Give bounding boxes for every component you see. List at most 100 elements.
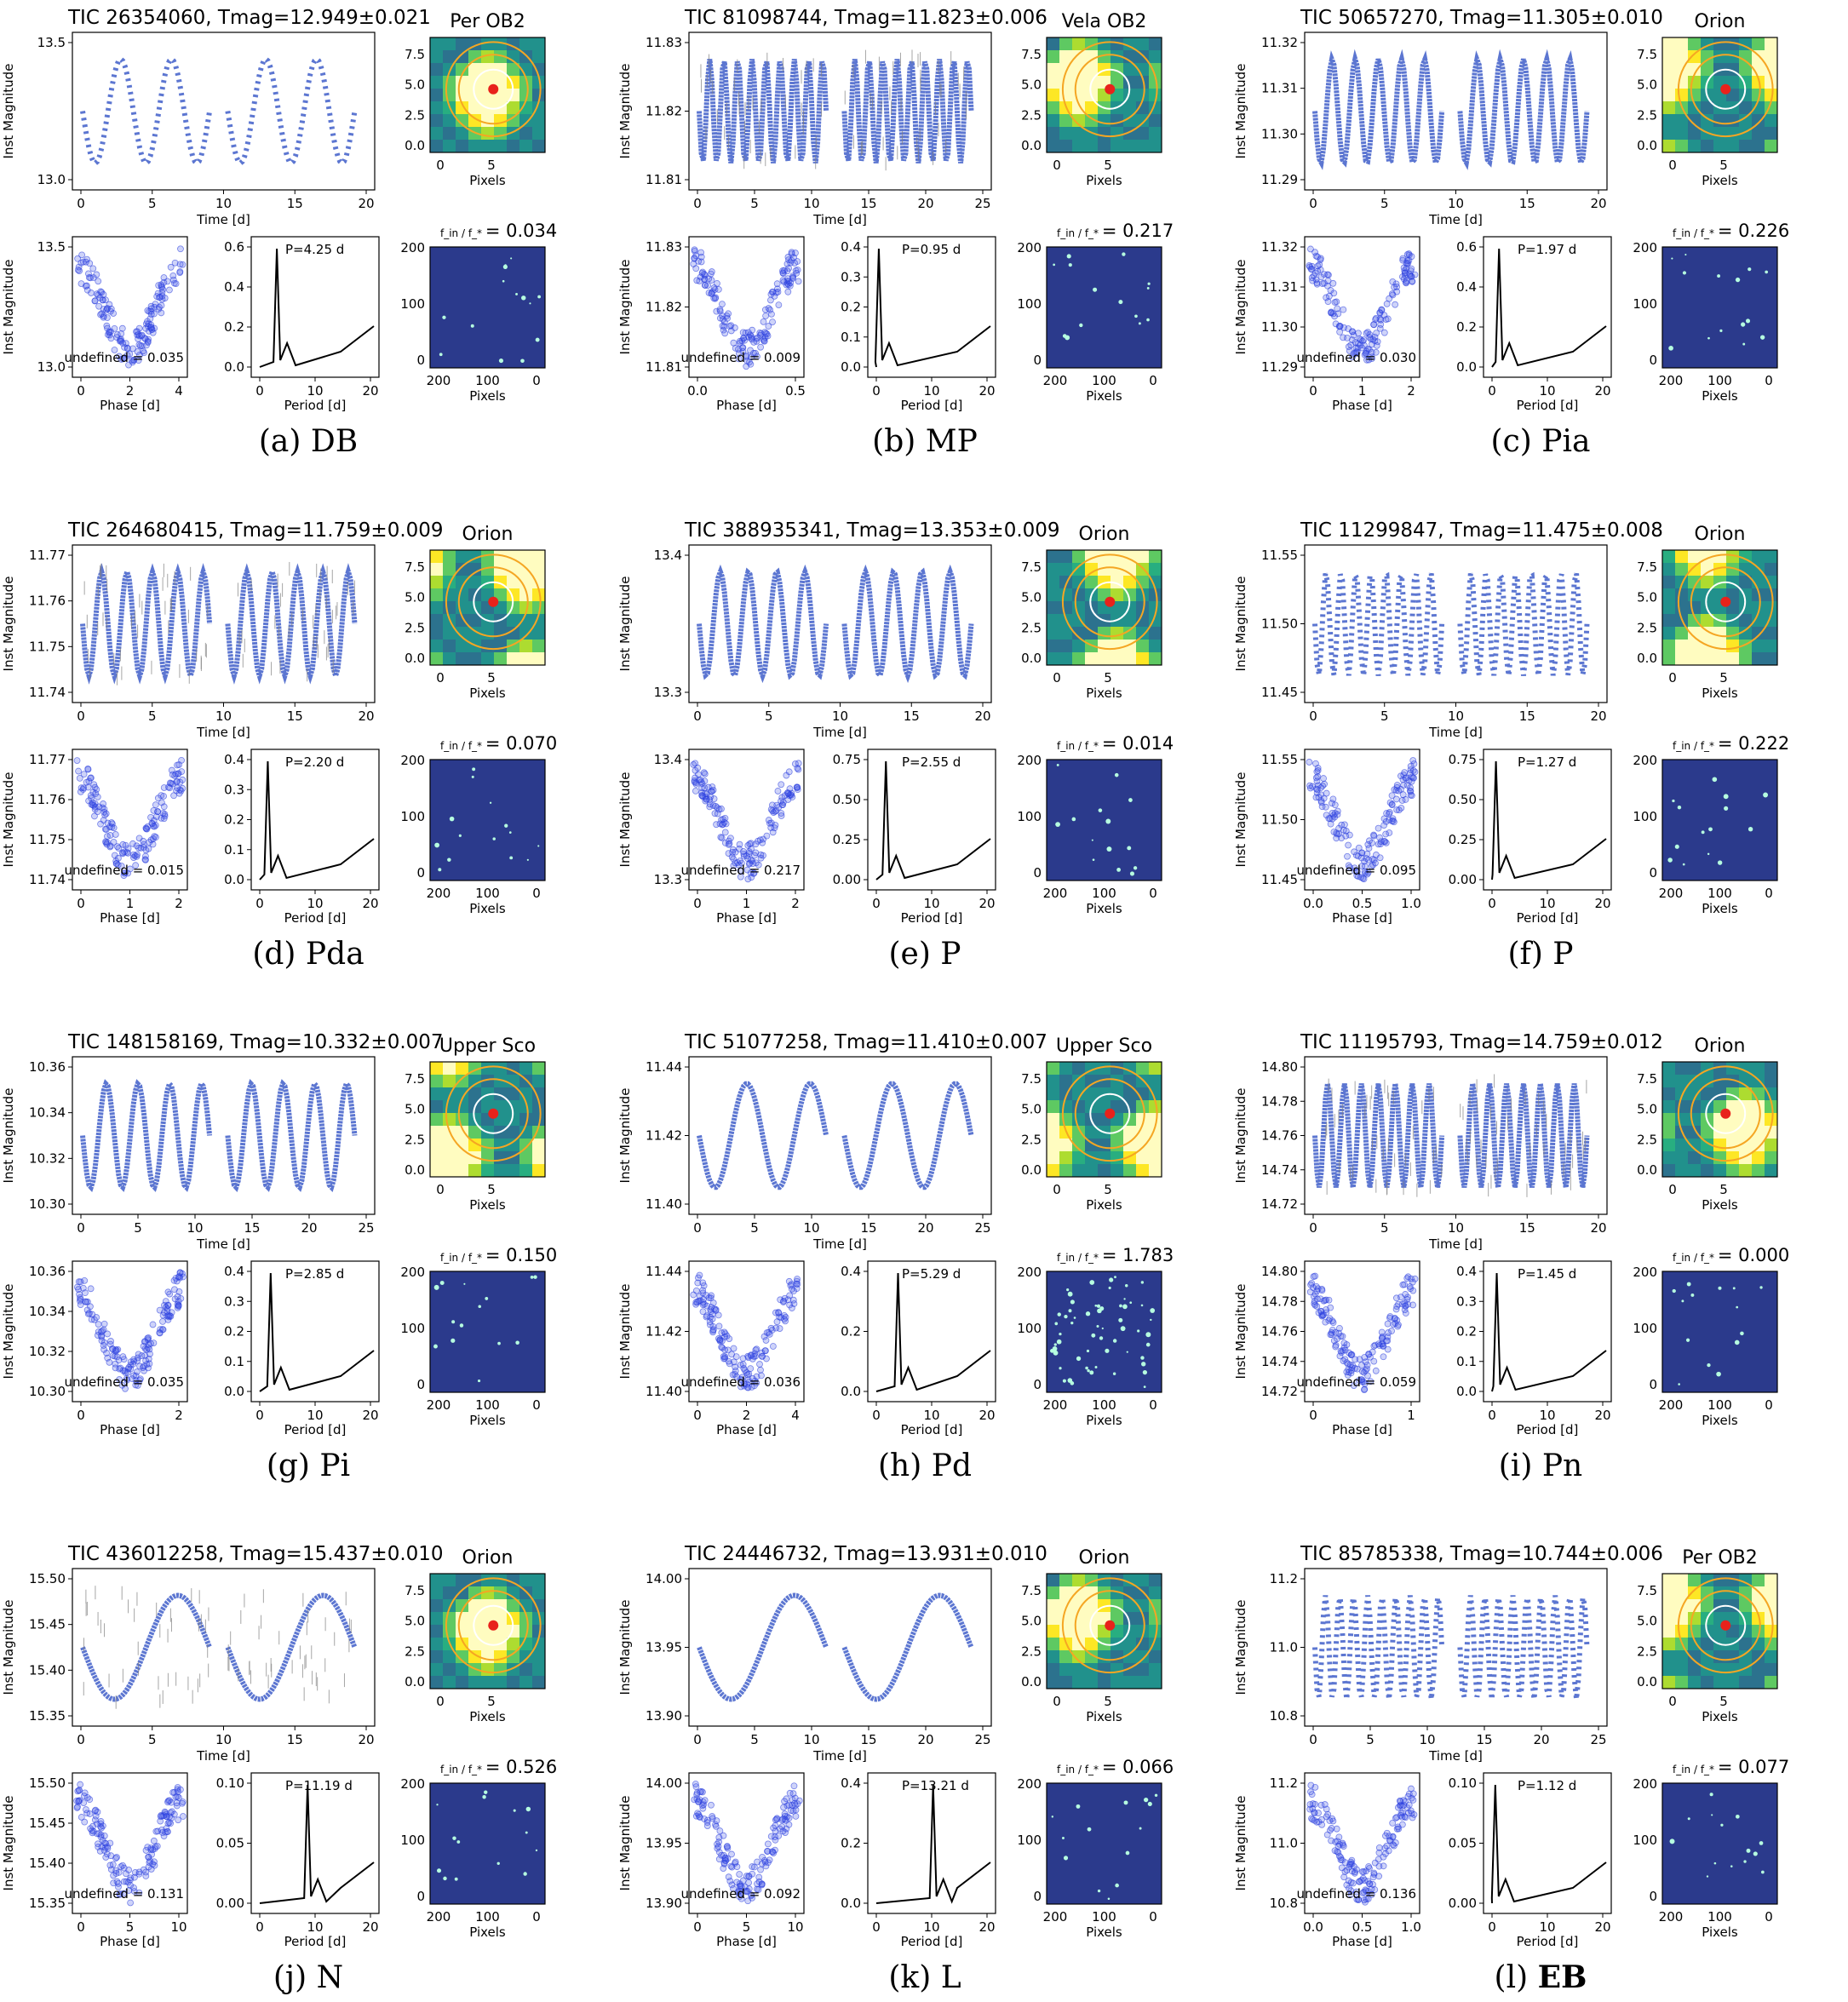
phase-point (142, 856, 149, 863)
aperture-ring (1089, 581, 1131, 622)
phase-point (715, 806, 723, 813)
phase-point (1375, 1873, 1383, 1880)
aperture-pixel (1111, 588, 1124, 602)
aperture-pixel (1739, 63, 1753, 77)
delta-m-annotation: undefined = 0.136 (1296, 1886, 1416, 1902)
aperture-pixel (494, 1676, 508, 1689)
periodogram-line (874, 248, 991, 368)
ffi-star (537, 845, 540, 847)
aperture-pixel (1675, 1151, 1689, 1165)
phase-point (1345, 841, 1352, 849)
phase-point (89, 801, 96, 809)
phase-point (1338, 821, 1346, 829)
aperture-pixel (481, 563, 495, 577)
lightcurve-ytick-label: 15.35 (29, 1708, 66, 1724)
ffi-ytick-label: 0 (1033, 865, 1042, 881)
aperture-pixel (494, 1164, 508, 1178)
ffi-star (1684, 253, 1687, 256)
aperture-pixel (456, 1676, 469, 1689)
aperture-pixel (1136, 114, 1150, 128)
phase-point (739, 1355, 747, 1362)
phase-point (1406, 1283, 1414, 1290)
phase-point (717, 834, 725, 841)
aperture-pixel (1701, 1676, 1714, 1689)
aperture-xtick-label: 5 (1719, 670, 1728, 685)
ffi-star (1070, 1299, 1075, 1305)
aperture-pixel (1072, 50, 1086, 64)
aperture-pixel (1662, 1151, 1676, 1165)
aperture-pixel (1701, 576, 1714, 589)
phase-point (168, 766, 175, 774)
periodogram-ytick-label: 0.00 (833, 872, 861, 887)
phase-point (123, 352, 131, 359)
aperture-pixel (456, 563, 469, 577)
periodogram-xtick-label: 10 (307, 383, 323, 399)
ffi-star (1068, 263, 1072, 267)
aperture-pixel (1111, 1164, 1124, 1178)
panel-title: TIC 81098744, Tmag=11.823±0.006 (684, 7, 1047, 29)
phase-point (1317, 799, 1325, 806)
phase-point (766, 1330, 773, 1338)
phase-point (123, 1878, 130, 1885)
aperture-pixel (1713, 1650, 1727, 1664)
phase-point (1323, 789, 1330, 797)
phase-point (1355, 844, 1363, 852)
ffi-ytick-label: 100 (1633, 1321, 1657, 1336)
ffi-star (436, 1868, 442, 1873)
aperture-pixel (443, 601, 456, 615)
aperture-pixel (1662, 76, 1676, 89)
ffi-star (456, 1840, 461, 1844)
phase-point (113, 843, 121, 851)
ffi-xlabel: Pixels (1086, 1413, 1122, 1428)
aperture-pixel (507, 114, 520, 128)
phase-ylabel: Inst Magnitude (1233, 1796, 1248, 1891)
ffi-star (1091, 1333, 1096, 1338)
phase-xtick-label: 0 (77, 383, 85, 399)
phase-point (1320, 775, 1327, 782)
lightcurve-ylabel: Inst Magnitude (1, 577, 16, 672)
aperture-pixel (1149, 588, 1162, 602)
aperture-pixel (1701, 563, 1714, 577)
lightcurve-xtick-label: 5 (1380, 708, 1389, 724)
phase-point (1380, 822, 1388, 829)
phase-point (692, 265, 700, 272)
region-label: Upper Sco (1056, 1035, 1152, 1057)
target-marker (1720, 1620, 1731, 1631)
phase-point (1370, 831, 1377, 839)
lightcurve-xtick-label: 20 (1533, 1732, 1549, 1747)
phase-ytick-label: 11.77 (29, 752, 66, 767)
aperture-pixel (1675, 1625, 1689, 1638)
periodogram-xlabel: Period [d] (284, 1422, 347, 1437)
aperture-pixel (1765, 50, 1778, 64)
phase-xlabel: Phase [d] (1332, 398, 1392, 413)
aperture-pixel (1098, 1574, 1111, 1587)
phase-point (699, 1804, 707, 1812)
phase-point (73, 1797, 81, 1804)
ffi-ytick-label: 100 (400, 1833, 425, 1848)
phase-point (116, 1365, 123, 1373)
aperture-pixel (1713, 37, 1727, 51)
lightcurve-series (1457, 1083, 1590, 1188)
ffi-star (1701, 830, 1705, 835)
periodogram-ytick-label: 0.2 (1456, 319, 1477, 335)
lightcurve-xtick-label: 15 (1476, 1732, 1492, 1747)
ffi-star (471, 775, 474, 778)
aperture-pixel (1752, 1663, 1765, 1677)
aperture-pixel (1136, 89, 1150, 102)
target-marker (1105, 83, 1116, 95)
ffi-star (1094, 1365, 1098, 1368)
phase-point (750, 349, 757, 357)
phase-point (1408, 253, 1415, 261)
lightcurve-xtick-label: 15 (1519, 196, 1535, 211)
aperture-pixel (1739, 563, 1753, 577)
aperture-pixel (1688, 588, 1702, 602)
aperture-pixel (507, 563, 520, 577)
aperture-pixel (1047, 1062, 1060, 1076)
aperture-pixel (1072, 550, 1086, 564)
ffi-star (1668, 345, 1673, 351)
aperture-pixel (1765, 563, 1778, 577)
aperture-pixel (430, 1100, 444, 1114)
phase-point (1363, 356, 1370, 364)
